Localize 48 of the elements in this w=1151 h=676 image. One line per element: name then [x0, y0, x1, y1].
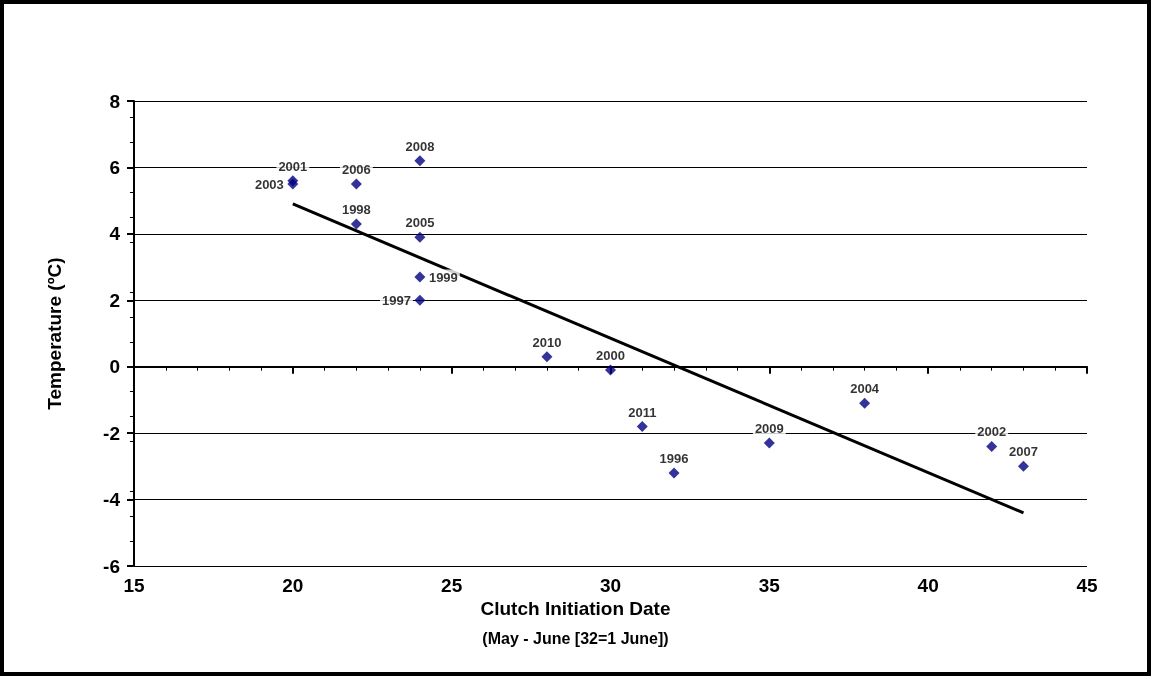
- point: [414, 231, 426, 243]
- annotation: 2002: [977, 424, 1007, 440]
- point: [1017, 460, 1029, 472]
- annotation: 2010: [532, 334, 562, 350]
- y-tick-label: 0: [109, 356, 120, 378]
- point: [636, 421, 648, 432]
- point: [763, 437, 775, 449]
- point: [350, 178, 362, 190]
- x-tick-label: 40: [917, 575, 939, 596]
- x-tick-label: 45: [1076, 575, 1098, 596]
- y-axis-title: Temperature (ºC): [44, 257, 65, 410]
- text: (May - June [32=1 June]): [482, 629, 669, 647]
- annotation: 1997: [381, 292, 411, 308]
- y-tick-label: 2: [109, 289, 120, 311]
- x-tick-label: 35: [758, 575, 781, 596]
- annotation: 2008: [405, 138, 435, 154]
- annotation: 2007: [1009, 444, 1038, 460]
- y-tick-label: 6: [109, 156, 120, 178]
- x-tick-label: 30: [599, 575, 622, 596]
- annotation: 2011: [628, 404, 657, 420]
- annotation: 2009: [754, 421, 784, 437]
- y-tick-label: -6: [103, 555, 120, 577]
- x-tick-label: 15: [123, 575, 145, 596]
- point: [414, 155, 426, 167]
- annotation: 2003: [254, 176, 284, 192]
- point: [541, 351, 553, 363]
- x-tick-label: 20: [282, 575, 304, 596]
- y-tick-label: 4: [109, 223, 121, 245]
- point: [350, 218, 362, 230]
- annotation: 2001: [278, 158, 308, 174]
- point: [986, 440, 998, 452]
- annotation: 1998: [341, 201, 371, 217]
- y-tick-label: 8: [109, 90, 120, 112]
- x-tick-label: 25: [441, 575, 463, 596]
- x-axis-title: Clutch Initiation Date: [480, 598, 671, 619]
- annotation: 2000: [596, 348, 625, 364]
- annotation: 2005: [405, 215, 435, 231]
- annotation: 1999: [428, 269, 458, 285]
- annotation: 2004: [850, 381, 880, 397]
- annotation: 1996: [659, 451, 689, 466]
- y-tick-label: -2: [103, 422, 120, 444]
- y-tick-label: -4: [103, 489, 121, 511]
- point: [859, 397, 871, 409]
- point: [414, 294, 426, 306]
- annotation: 2006: [341, 162, 371, 178]
- point: [668, 467, 680, 479]
- point: [605, 364, 616, 376]
- point: [414, 271, 426, 283]
